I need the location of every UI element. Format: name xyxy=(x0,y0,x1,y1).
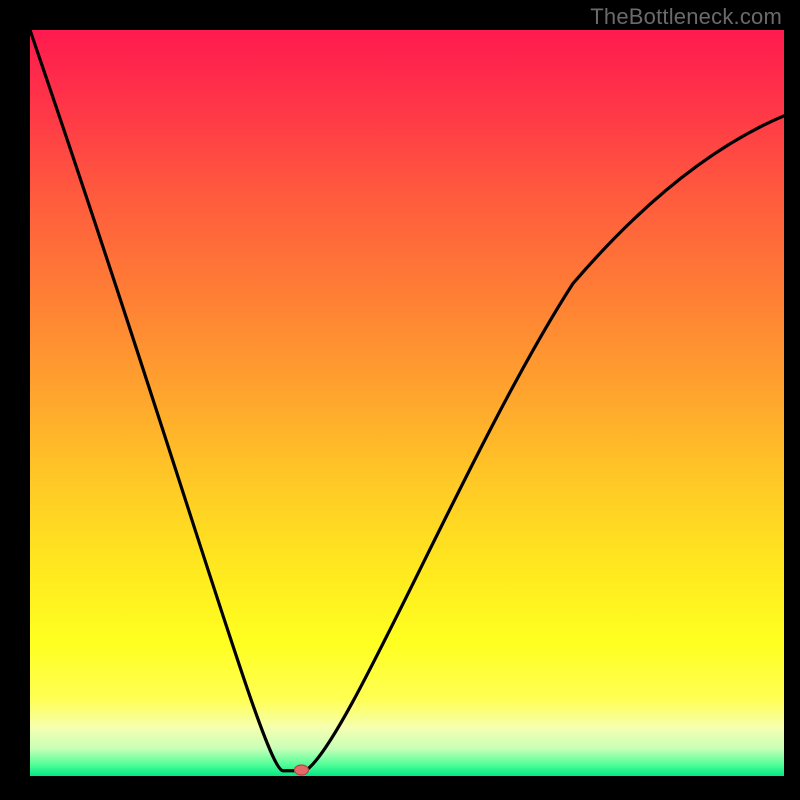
optimal-point-marker xyxy=(294,765,308,775)
watermark-text: TheBottleneck.com xyxy=(590,4,782,30)
bottleneck-chart xyxy=(0,0,800,800)
plot-background xyxy=(30,30,784,776)
chart-container: TheBottleneck.com xyxy=(0,0,800,800)
